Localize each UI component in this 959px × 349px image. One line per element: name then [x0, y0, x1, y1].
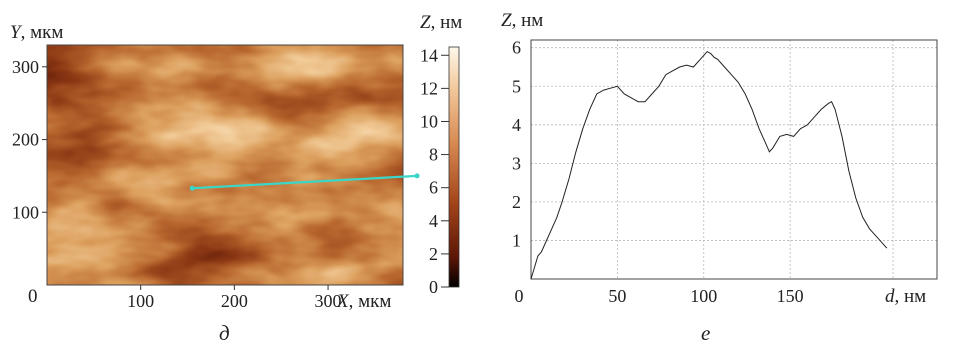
- left-x-ticks: 100 200 300: [127, 285, 342, 311]
- profile-end-marker: [414, 173, 420, 179]
- x-axis-label-left: X, мкм: [336, 291, 391, 312]
- colorbar-tick-label: 6: [429, 178, 438, 198]
- colorbar-tick-label: 12: [420, 78, 438, 98]
- colorbar-gradient: [448, 46, 460, 288]
- left-x-tick-label: 100: [127, 291, 154, 311]
- chart-plot-area: [530, 39, 938, 280]
- afm-image-frame: [46, 44, 404, 286]
- left-x-tick-label: 200: [221, 291, 248, 311]
- chart-y-tick-label: 4: [512, 115, 521, 135]
- afm-height-map: [47, 45, 403, 285]
- chart-y-tick-label: 2: [512, 192, 521, 212]
- left-y-tick-label: 200: [12, 130, 39, 150]
- y-axis-label-right: Z, нм: [501, 10, 543, 31]
- afm-image-panel: Y, мкм 100 200 300 100 200 300 0 X, мкм: [10, 22, 420, 312]
- colorbar-label: Z, нм: [420, 12, 462, 33]
- colorbar-tick-label: 2: [429, 244, 438, 264]
- chart-x-ticks: 0 50 100 150: [515, 286, 804, 306]
- profile-line: [189, 173, 420, 191]
- left-y-ticks: 100 200 300: [12, 57, 47, 222]
- profile-start-marker: [189, 185, 195, 191]
- colorbar-tick-label: 14: [420, 45, 438, 65]
- profile-chart: Z, нм 1 2 3 4 5 6 0 50 100 150 d, нм: [501, 10, 938, 307]
- chart-y-tick-label: 5: [512, 76, 521, 96]
- chart-y-tick-label: 1: [512, 230, 521, 250]
- chart-x-tick-label: 150: [777, 286, 804, 306]
- colorbar-tick-label: 4: [429, 211, 438, 231]
- chart-y-ticks: 1 2 3 4 5 6: [512, 38, 521, 251]
- profile-line-segment: [192, 174, 418, 190]
- panel-caption-left: д: [219, 321, 230, 345]
- left-x-tick-label: 300: [315, 291, 342, 311]
- colorbar-tick-label: 10: [420, 111, 438, 131]
- chart-grid: [531, 40, 937, 279]
- chart-y-tick-label: 6: [512, 38, 521, 58]
- chart-x-tick-label: 0: [515, 286, 524, 306]
- left-y-tick-label: 300: [12, 57, 39, 77]
- profile-series-line: [530, 50, 888, 280]
- y-axis-label-left: Y, мкм: [10, 22, 63, 43]
- colorbar-tick-label: 8: [429, 145, 438, 165]
- chart-x-tick-label: 50: [608, 286, 626, 306]
- colorbar-ticks: 0 2 4 6 8 10 12 14: [420, 45, 449, 297]
- panel-caption-right: е: [701, 321, 710, 345]
- colorbar: Z, нм 0 2 4 6 8 10 12 14: [420, 12, 462, 297]
- x-axis-label-right: d, нм: [885, 286, 926, 307]
- chart-x-tick-label: 100: [690, 286, 717, 306]
- chart-y-tick-label: 3: [512, 153, 521, 173]
- origin-label-left: 0: [28, 286, 38, 307]
- colorbar-tick-label: 0: [429, 277, 438, 297]
- left-y-tick-label: 100: [12, 202, 39, 222]
